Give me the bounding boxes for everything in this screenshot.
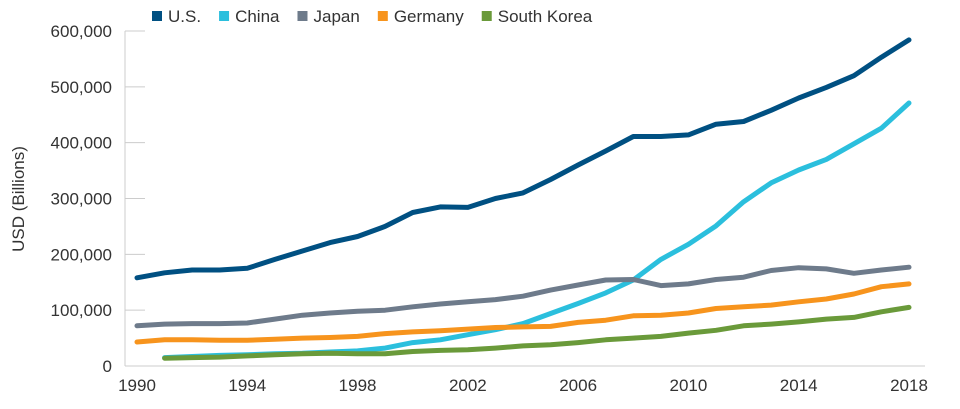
y-tick-label: 0 — [103, 357, 112, 376]
y-axis-title: USD (Billions) — [9, 146, 28, 252]
legend-swatch — [481, 11, 492, 21]
y-tick-label: 600,000 — [51, 22, 112, 41]
legend: U.S. China Japan Germany South Korea — [152, 7, 593, 26]
series-line-south-korea — [162, 304, 912, 361]
y-tick-label: 500,000 — [51, 78, 112, 97]
legend-label: South Korea — [498, 7, 593, 26]
axes: 0 100,000 200,000 300,000 400,000 500,000 600,… — [51, 22, 928, 395]
legend-swatch — [377, 11, 388, 21]
legend-label: Germany — [394, 7, 464, 26]
x-tick-label: 1990 — [118, 376, 156, 395]
legend-swatch — [219, 11, 230, 21]
series-line-japan — [134, 264, 912, 329]
legend-label: U.S. — [168, 7, 201, 26]
series-line-germany — [134, 281, 912, 345]
y-tick-label: 200,000 — [51, 245, 112, 264]
legend-label: China — [235, 7, 280, 26]
y-tick-label: 400,000 — [51, 134, 112, 153]
x-tick-label: 2010 — [670, 376, 708, 395]
x-tick-label: 2018 — [890, 376, 928, 395]
x-tick-label: 1994 — [228, 376, 266, 395]
x-tick-label: 2014 — [780, 376, 818, 395]
legend-swatch — [152, 11, 162, 21]
y-tick-label: 100,000 — [51, 301, 112, 320]
series-lines — [134, 37, 912, 361]
x-tick-label: 1998 — [339, 376, 377, 395]
legend-swatch — [297, 11, 308, 21]
series-line-u-s- — [134, 37, 912, 281]
x-tick-label: 2002 — [449, 376, 487, 395]
y-tick-label: 300,000 — [51, 190, 112, 209]
legend-label: Japan — [313, 7, 359, 26]
x-tick-label: 2006 — [559, 376, 597, 395]
